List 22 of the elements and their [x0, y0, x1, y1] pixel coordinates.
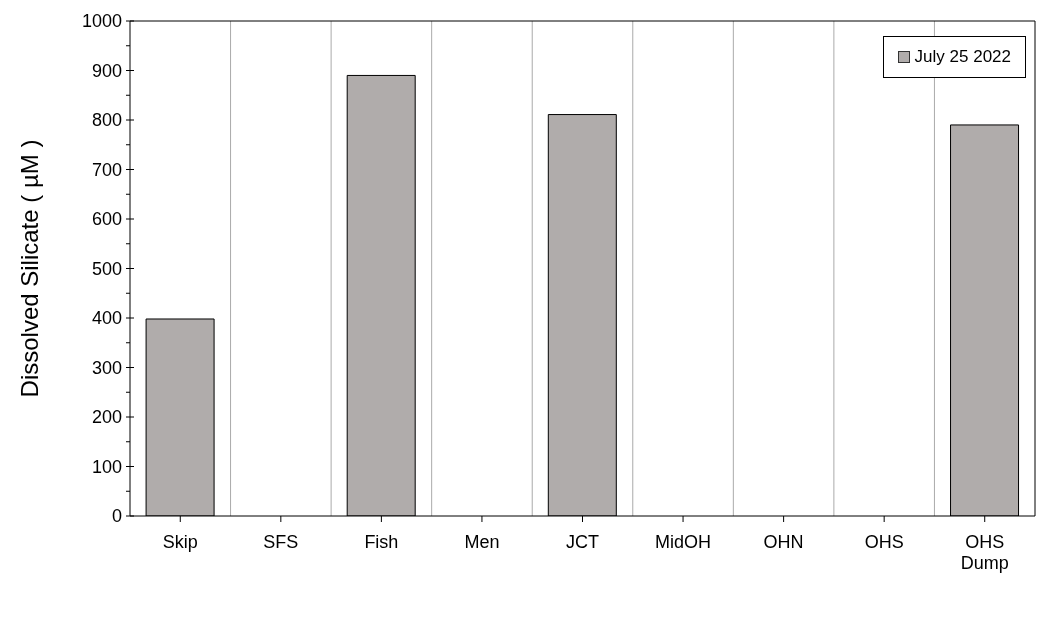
y-tick-label: 800: [91, 110, 122, 131]
y-tick-label: 100: [91, 456, 122, 477]
x-tick-label: OHS Dump: [960, 532, 1009, 573]
x-tick-label: JCT: [566, 532, 599, 553]
y-tick-label: 400: [91, 308, 122, 329]
x-tick-label: Fish: [364, 532, 399, 553]
y-tick-label: 700: [91, 159, 122, 180]
y-tick-label: 300: [91, 357, 122, 378]
y-tick-label: 600: [91, 209, 122, 230]
y-tick-label: 500: [91, 258, 122, 279]
x-tick-label: Men: [464, 532, 500, 553]
y-tick-label: 900: [91, 60, 122, 81]
x-tick-label: Skip: [162, 532, 198, 553]
x-tick-label: SFS: [263, 532, 299, 553]
legend-label: July 25 2022: [914, 47, 1011, 67]
x-tick-label: MidOH: [655, 532, 712, 553]
x-tick-label: OHS: [864, 532, 904, 553]
y-tick-label: 200: [91, 407, 122, 428]
y-axis-title: Dissolved Silicate ( µM ): [15, 139, 43, 398]
x-tick-label: OHN: [763, 532, 804, 553]
y-tick-label: 1000: [81, 11, 122, 32]
y-tick-label: 0: [111, 506, 122, 527]
